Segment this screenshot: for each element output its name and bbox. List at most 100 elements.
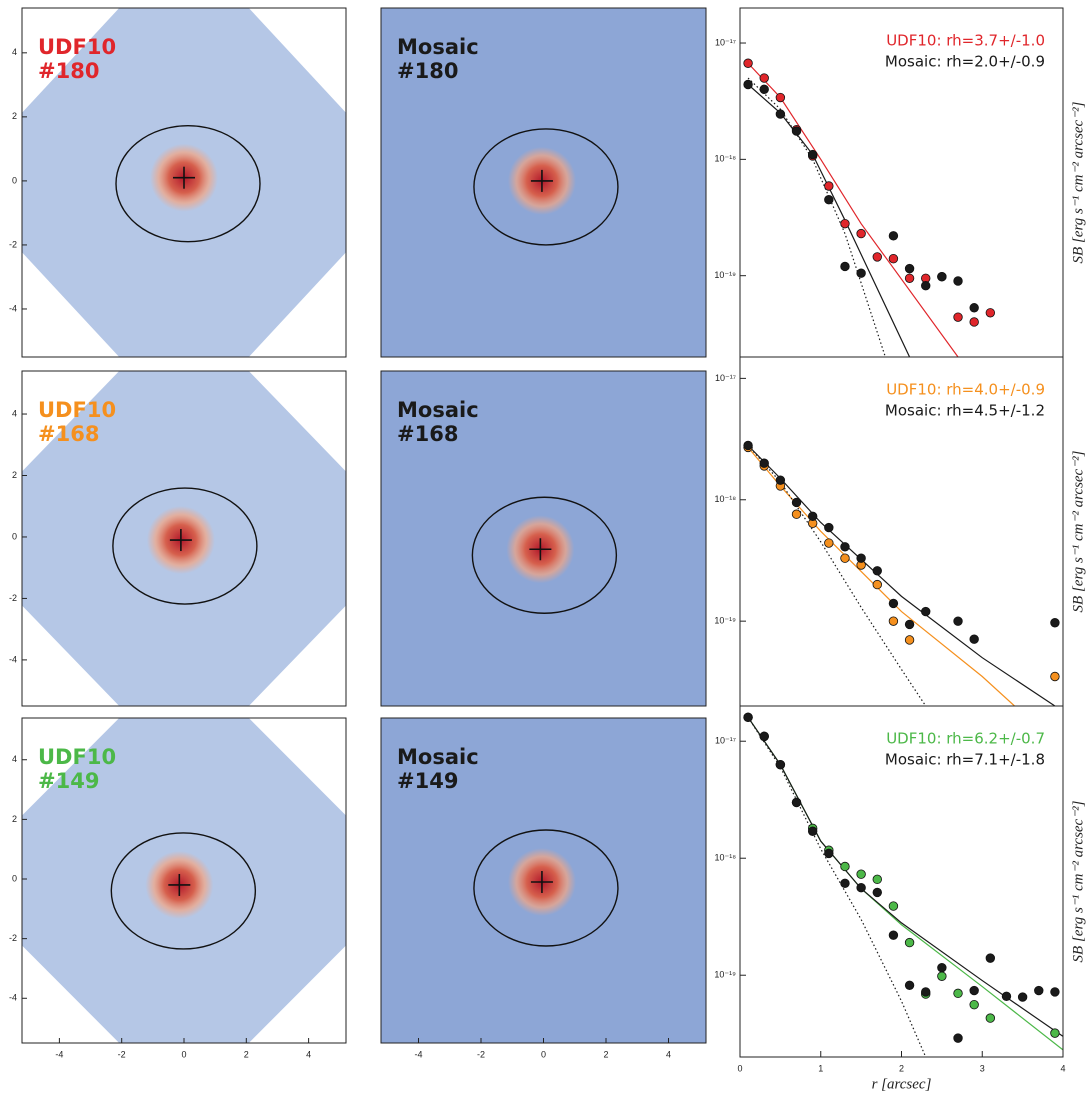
y-tick-label: 10⁻¹⁷ xyxy=(715,736,736,746)
data-point xyxy=(1034,985,1044,996)
y-tick-label: 4 xyxy=(12,47,17,57)
x-tick-label: 4 xyxy=(306,1049,311,1059)
data-point xyxy=(872,252,882,262)
y-tick-label: 10⁻¹⁸ xyxy=(714,853,736,863)
data-point xyxy=(872,874,882,885)
data-point xyxy=(856,869,866,879)
x-tick-label: 2 xyxy=(244,1049,249,1059)
plot-area xyxy=(743,440,1060,706)
psf-line xyxy=(747,445,927,706)
data-point xyxy=(759,731,769,742)
data-point xyxy=(775,475,786,485)
panel-title: Mosaic xyxy=(397,35,479,59)
x-tick-label: 1 xyxy=(818,1063,823,1073)
data-point xyxy=(1050,987,1060,997)
y-axis-label: SB [erg s⁻¹ cm⁻² arcsec⁻²] xyxy=(1070,450,1086,612)
fit-line xyxy=(747,447,1015,706)
y-tick-label: 10⁻¹⁷ xyxy=(715,373,736,383)
data-point xyxy=(985,953,996,963)
x-tick-label: 4 xyxy=(1060,1063,1065,1073)
x-tick-label: 0 xyxy=(737,1063,742,1073)
panel-subtitle: #149 xyxy=(38,769,99,793)
y-tick-label: 10⁻¹⁹ xyxy=(714,970,736,980)
data-point xyxy=(969,303,979,313)
data-point xyxy=(921,987,931,997)
y-tick-label: 4 xyxy=(12,754,17,764)
data-point xyxy=(840,218,850,229)
y-tick-label: -4 xyxy=(9,654,17,664)
data-point xyxy=(969,999,979,1010)
data-point xyxy=(1001,991,1012,1002)
data-point xyxy=(759,458,769,468)
psf-line xyxy=(747,77,886,357)
data-point xyxy=(904,619,915,630)
contour xyxy=(115,124,261,243)
data-point xyxy=(953,988,963,999)
data-point xyxy=(840,261,850,272)
image-area xyxy=(22,371,346,706)
data-point xyxy=(824,538,834,548)
panel-title: UDF10 xyxy=(38,398,116,422)
data-point xyxy=(791,497,802,508)
data-point xyxy=(856,268,866,278)
panel-subtitle: #168 xyxy=(397,422,458,446)
data-point xyxy=(937,272,947,282)
y-tick-label: 0 xyxy=(12,175,17,185)
data-point xyxy=(953,312,963,322)
y-axis-label: SB [erg s⁻¹ cm⁻² arcsec⁻²] xyxy=(1070,800,1086,962)
data-point xyxy=(1050,671,1060,682)
data-point xyxy=(985,1013,996,1023)
x-tick-label: 0 xyxy=(181,1049,186,1059)
data-point xyxy=(904,937,915,948)
x-tick-label: -4 xyxy=(55,1049,63,1059)
image-area xyxy=(22,718,346,1043)
panel-subtitle: #168 xyxy=(38,422,99,446)
panel-title: UDF10 xyxy=(38,745,116,769)
data-point xyxy=(872,566,882,576)
panel-title: Mosaic xyxy=(397,398,479,422)
data-point xyxy=(743,712,753,723)
contour xyxy=(473,128,619,246)
panel-title: Mosaic xyxy=(397,745,479,769)
y-tick-label: -2 xyxy=(9,933,17,943)
data-point xyxy=(840,542,850,552)
image-area xyxy=(381,8,706,357)
contour xyxy=(473,829,619,947)
data-point xyxy=(807,511,818,522)
data-point xyxy=(937,962,947,973)
data-point xyxy=(807,149,818,160)
data-point xyxy=(953,276,963,286)
data-point xyxy=(921,606,931,617)
data-point xyxy=(969,634,979,644)
image-area xyxy=(381,718,706,1043)
y-tick-label: -4 xyxy=(9,993,17,1003)
fit-line xyxy=(747,62,959,357)
image-area xyxy=(381,371,706,706)
data-point xyxy=(888,901,899,911)
data-point xyxy=(969,317,979,327)
contour xyxy=(112,487,258,605)
image-area xyxy=(22,8,346,357)
x-tick-label: 3 xyxy=(980,1063,985,1073)
y-tick-label: 10⁻¹⁸ xyxy=(714,494,736,504)
x-tick-label: 2 xyxy=(899,1063,904,1073)
data-point xyxy=(743,58,753,68)
data-point xyxy=(1017,992,1028,1002)
data-point xyxy=(872,887,882,898)
y-tick-label: 0 xyxy=(12,873,17,883)
panel-frame xyxy=(380,370,707,707)
y-tick-label: -4 xyxy=(9,303,17,313)
x-tick-label: 4 xyxy=(666,1049,671,1059)
data-point xyxy=(791,797,802,808)
data-point xyxy=(743,79,753,90)
x-tick-label: -2 xyxy=(118,1049,126,1059)
contour xyxy=(471,496,618,614)
contour xyxy=(110,832,257,950)
data-point xyxy=(888,253,899,264)
data-point xyxy=(775,759,786,770)
data-point xyxy=(824,848,834,859)
panel-frame xyxy=(21,370,347,707)
data-point xyxy=(904,273,915,283)
y-tick-label: 4 xyxy=(12,408,17,418)
